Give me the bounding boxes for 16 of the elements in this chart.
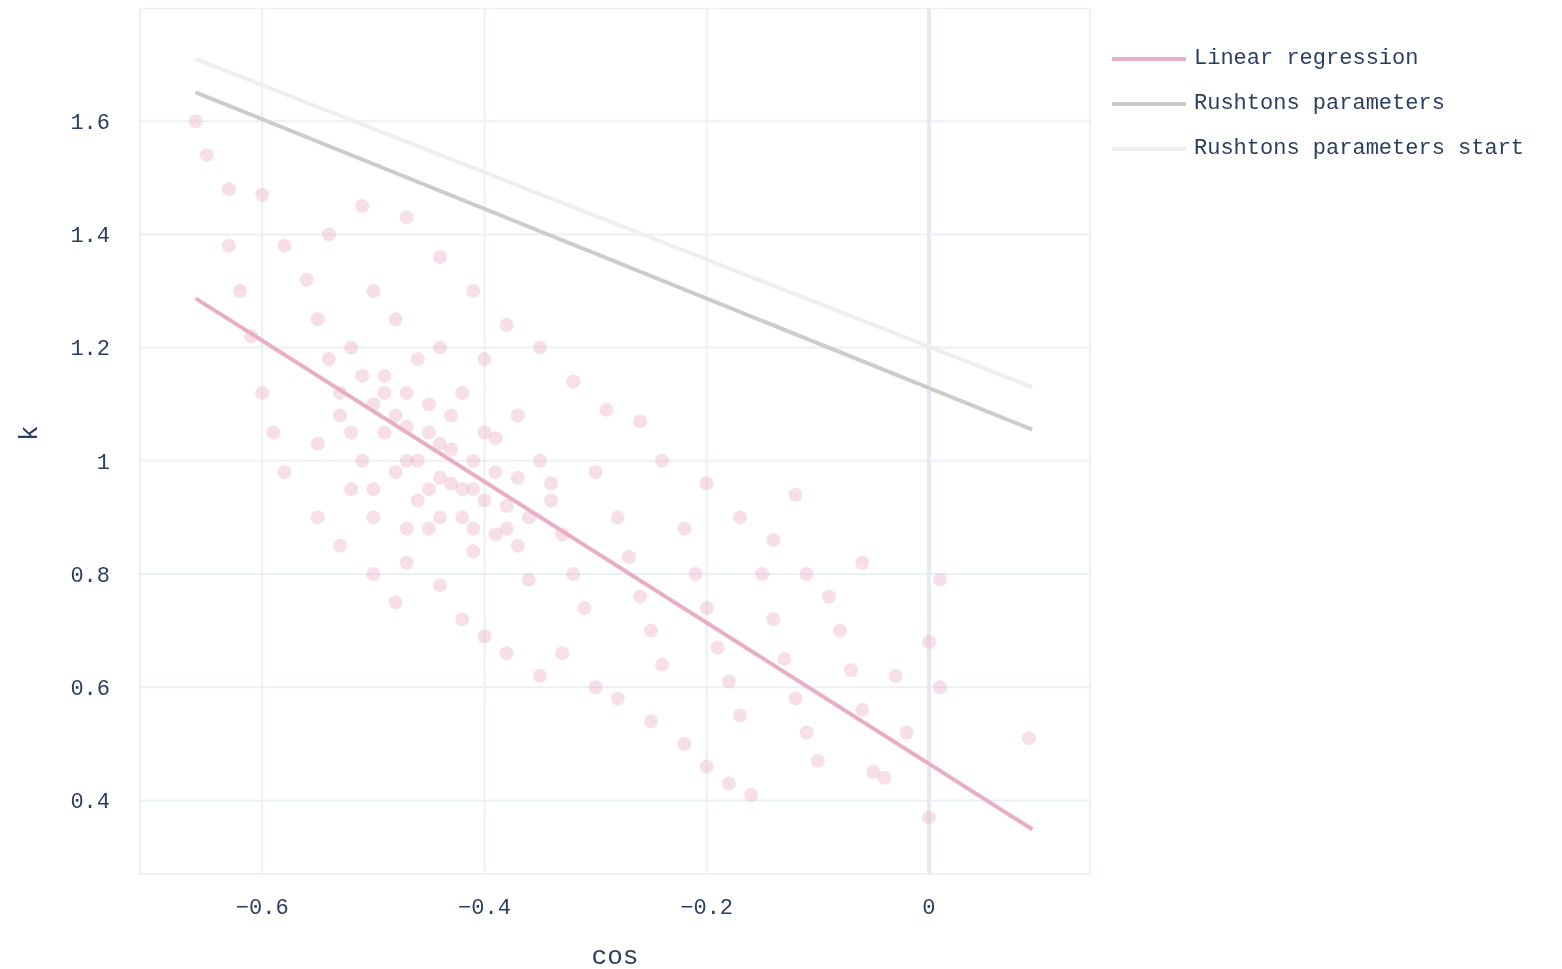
y-tick-label: 1.6 — [70, 111, 110, 137]
y-tick-label: 1.2 — [70, 337, 110, 363]
x-tick-label: −0.6 — [235, 895, 289, 921]
y-tick-label: 0.4 — [70, 790, 110, 816]
y-tick-label: 0.8 — [70, 563, 110, 589]
legend-label: Rushtons parameters — [1194, 91, 1445, 116]
x-tick-label: −0.2 — [680, 895, 734, 921]
y-tick-label: 0.6 — [70, 677, 110, 703]
legend-label: Linear regression — [1194, 46, 1419, 71]
y-axis-title: k — [15, 425, 46, 441]
x-tick-label: 0 — [922, 895, 936, 921]
y-tick-label: 1 — [96, 450, 110, 476]
x-axis-title: cos — [591, 942, 639, 969]
y-tick-label: 1.4 — [70, 224, 110, 250]
x-tick-label: −0.4 — [458, 895, 511, 921]
legend-label: Rushtons parameters start — [1194, 136, 1525, 161]
